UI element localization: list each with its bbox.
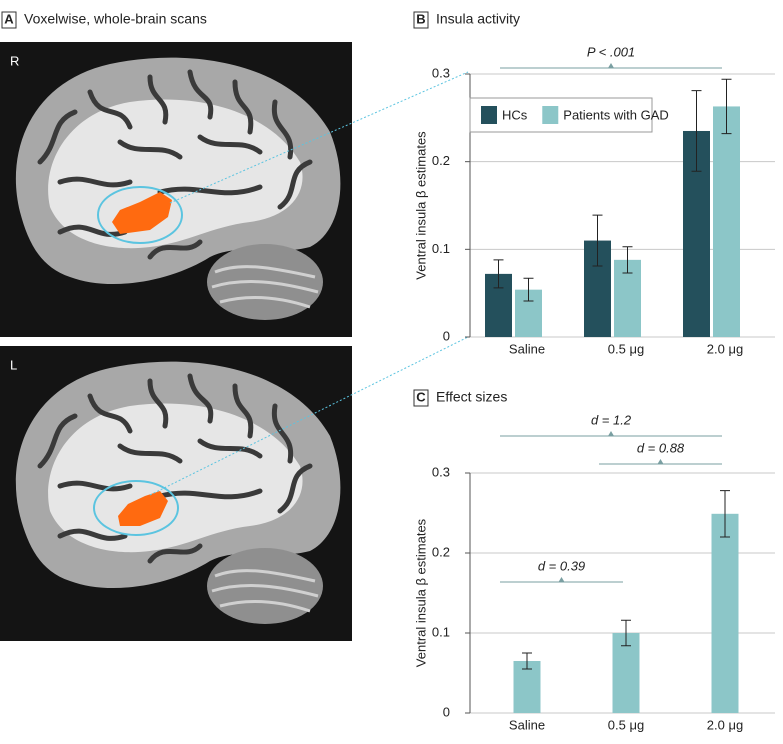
y-tick-label: 0.2 [432, 544, 450, 559]
x-tick-label: 0.5 μg [608, 717, 644, 732]
panel-title: Voxelwise, whole-brain scans [24, 11, 207, 27]
bar [513, 661, 541, 713]
x-tick-label: Saline [509, 341, 545, 356]
bar [711, 513, 739, 713]
annotation: d = 1.2 [591, 412, 632, 427]
error-bar [592, 214, 603, 267]
connector [149, 336, 469, 496]
y-tick-label: 0.1 [432, 624, 450, 639]
y-axis-label: Ventral insula β estimates [413, 131, 428, 280]
image-label: L [10, 357, 17, 372]
panel-box [413, 389, 429, 407]
error-bar [691, 90, 702, 172]
y-tick-label: 0.2 [432, 153, 450, 168]
x-tick-label: 0.5 μg [608, 341, 644, 356]
y-tick-label: 0 [443, 328, 450, 343]
annotation: d = 0.88 [637, 440, 685, 455]
chart-title: Insula activity [436, 11, 520, 27]
legend-label: Patients with GAD [563, 107, 669, 122]
error-bar [622, 246, 633, 274]
panel-label: C [416, 389, 426, 404]
y-tick-label: 0.1 [432, 241, 450, 256]
bar [612, 633, 640, 713]
annotation: P < .001 [587, 44, 635, 59]
brain-scan: L [0, 346, 352, 641]
bar [713, 106, 740, 337]
bracket-marker [608, 431, 614, 436]
bracket-marker [608, 63, 614, 68]
y-tick-label: 0.3 [432, 65, 450, 80]
legend-swatch [542, 106, 559, 124]
y-tick-label: 0 [443, 704, 450, 719]
panel-label: A [4, 11, 14, 26]
error-bar [720, 490, 730, 538]
legend-box [469, 97, 653, 133]
error-bar [522, 652, 532, 670]
chart-title: Effect sizes [436, 389, 507, 405]
panel-box [413, 11, 429, 29]
x-tick-label: 2.0 μg [707, 717, 743, 732]
error-bar [721, 78, 732, 135]
bracket-marker [558, 577, 565, 582]
x-tick-label: 2.0 μg [707, 341, 743, 356]
image-label: R [10, 53, 19, 68]
error-bar [523, 277, 534, 302]
panel-label: B [416, 11, 425, 26]
legend-label: HCs [502, 107, 528, 122]
brain-scan: R [0, 42, 352, 337]
y-tick-label: 0.3 [432, 464, 450, 479]
panel-box [1, 11, 17, 29]
annotation: d = 0.39 [538, 558, 585, 573]
y-axis-label: Ventral insula β estimates [413, 518, 428, 667]
bracket-marker [657, 459, 664, 464]
error-bar [493, 259, 504, 289]
legend-swatch [481, 106, 497, 124]
error-bar [621, 619, 631, 647]
x-tick-label: Saline [509, 717, 545, 732]
